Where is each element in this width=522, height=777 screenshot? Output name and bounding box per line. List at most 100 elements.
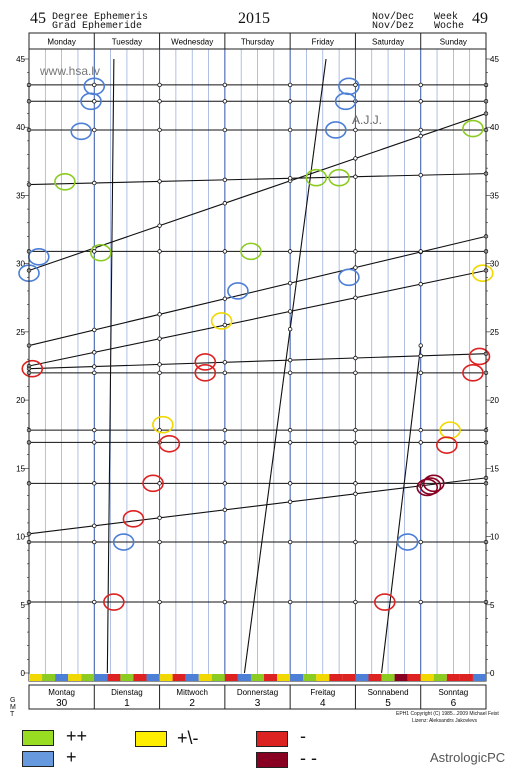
day-label-top: Friday [312, 38, 334, 47]
aspect-marker-yellow [471, 264, 494, 283]
planet-glyph [157, 179, 162, 184]
planet-glyph [92, 370, 97, 376]
day-label-top: Sunday [440, 38, 467, 47]
copyright-line-2: Lizenz: Aleksandrs Jakovlevs [412, 718, 478, 724]
planet-glyph [92, 180, 97, 186]
strip-cell-green [42, 674, 56, 681]
week-line-1: Week [434, 12, 459, 23]
planet-glyph [222, 201, 228, 206]
day-label-bottom: Mittwoch [176, 688, 208, 697]
planet-glyph [157, 481, 162, 486]
title-line-1: Degree Ephemeris [52, 12, 149, 23]
strip-cell-blue [185, 674, 199, 681]
planet-glyph [287, 499, 293, 505]
planet-glyph [287, 82, 293, 88]
date-label: 1 [124, 698, 130, 709]
planet-glyph [222, 177, 228, 183]
day-label-bottom: Montag [48, 688, 75, 697]
planet-glyph [157, 336, 162, 341]
y-tick-label-right: 25 [490, 328, 499, 337]
y-tick-label-left: 45 [16, 55, 25, 64]
y-tick-label-right: 35 [490, 191, 499, 200]
aspect-marker-green [328, 168, 350, 187]
planet-glyph [92, 82, 97, 88]
date-label: 2 [189, 698, 195, 709]
week-line-2: Woche [434, 21, 465, 32]
planet-glyph [157, 312, 162, 317]
legend-label-double-minus: - - [300, 748, 317, 768]
planet-glyph [353, 481, 358, 486]
y-tick-label-left: 5 [21, 601, 26, 610]
planet-glyph [353, 174, 358, 179]
planet-glyph [418, 127, 423, 133]
strip-cell-yellow [29, 674, 43, 681]
aspect-marker-green [90, 243, 112, 262]
planet-glyph [222, 322, 228, 328]
date-label: 3 [255, 698, 261, 709]
strip-cell-blue [472, 674, 486, 681]
planet-glyph [222, 82, 228, 88]
planet-glyph [92, 539, 97, 545]
day-label-top: Tuesday [112, 38, 142, 47]
month-line-1: Nov/Dec [372, 12, 415, 23]
planet-glyph [353, 127, 358, 133]
week-number: 49 [472, 10, 488, 27]
legend-swatch-neutral [135, 731, 167, 747]
y-tick-label-left: 0 [21, 669, 26, 678]
planet-glyph [418, 427, 423, 433]
planet-glyph [287, 357, 293, 363]
y-tick-label-right: 30 [490, 260, 499, 269]
planet-glyph [222, 507, 228, 513]
day-label-top: Saturday [372, 38, 404, 47]
legend-swatch-plus [22, 751, 54, 767]
strip-cell-blue [55, 674, 69, 681]
aspect-marker-blue [70, 122, 93, 141]
aspect-marker-blue [325, 121, 347, 139]
month-line-2: Nov/Dez [372, 21, 415, 32]
planet-glyph [222, 599, 228, 605]
aspect-marker-red [462, 364, 484, 382]
series-line-moon-2 [243, 58, 327, 674]
planet-glyph [353, 82, 358, 88]
strip-cell-red [459, 674, 473, 681]
planet-glyph [222, 127, 228, 133]
planet-glyph [157, 370, 162, 376]
planet-glyph [353, 265, 358, 270]
aspect-marker-blue [396, 533, 419, 551]
author-initials: A.J.J. [352, 113, 383, 127]
strip-cell-darkred [394, 674, 408, 681]
aspect-marker-red [142, 474, 164, 493]
planet-glyph [353, 295, 358, 300]
aspect-marker-red [468, 347, 491, 366]
aspect-marker-red [436, 436, 458, 454]
planet-glyph [353, 440, 358, 445]
y-tick-label-left: 25 [16, 328, 25, 337]
planet-glyph [287, 309, 293, 314]
planet-glyph [92, 364, 97, 369]
date-label: 4 [320, 698, 326, 709]
planet-glyph [92, 249, 97, 254]
y-tick-label-right: 15 [490, 464, 499, 473]
bottom-day-row [28, 684, 487, 710]
planet-glyph [418, 82, 423, 88]
title-line-2: Grad Ephemeride [52, 21, 143, 32]
date-label: 6 [451, 698, 457, 709]
planet-glyph [287, 249, 293, 254]
planet-glyph [353, 599, 358, 605]
planet-glyph [418, 370, 423, 376]
strip-cell-blue [290, 674, 304, 681]
planet-glyph [353, 491, 358, 497]
planet-glyph [353, 355, 358, 361]
aspect-marker-blue [227, 282, 249, 300]
planet-glyph [222, 360, 228, 365]
planet-glyph [157, 539, 162, 545]
strip-cell-red [342, 674, 356, 681]
strip-cell-red [172, 674, 186, 681]
y-tick-label-right: 40 [490, 123, 499, 132]
strip-cell-green [250, 674, 265, 681]
series-line-line-c [28, 269, 487, 367]
planet-glyph [222, 249, 228, 254]
planet-glyph [92, 523, 97, 529]
planet-glyph [353, 427, 358, 433]
series-line-line-d [28, 477, 487, 535]
